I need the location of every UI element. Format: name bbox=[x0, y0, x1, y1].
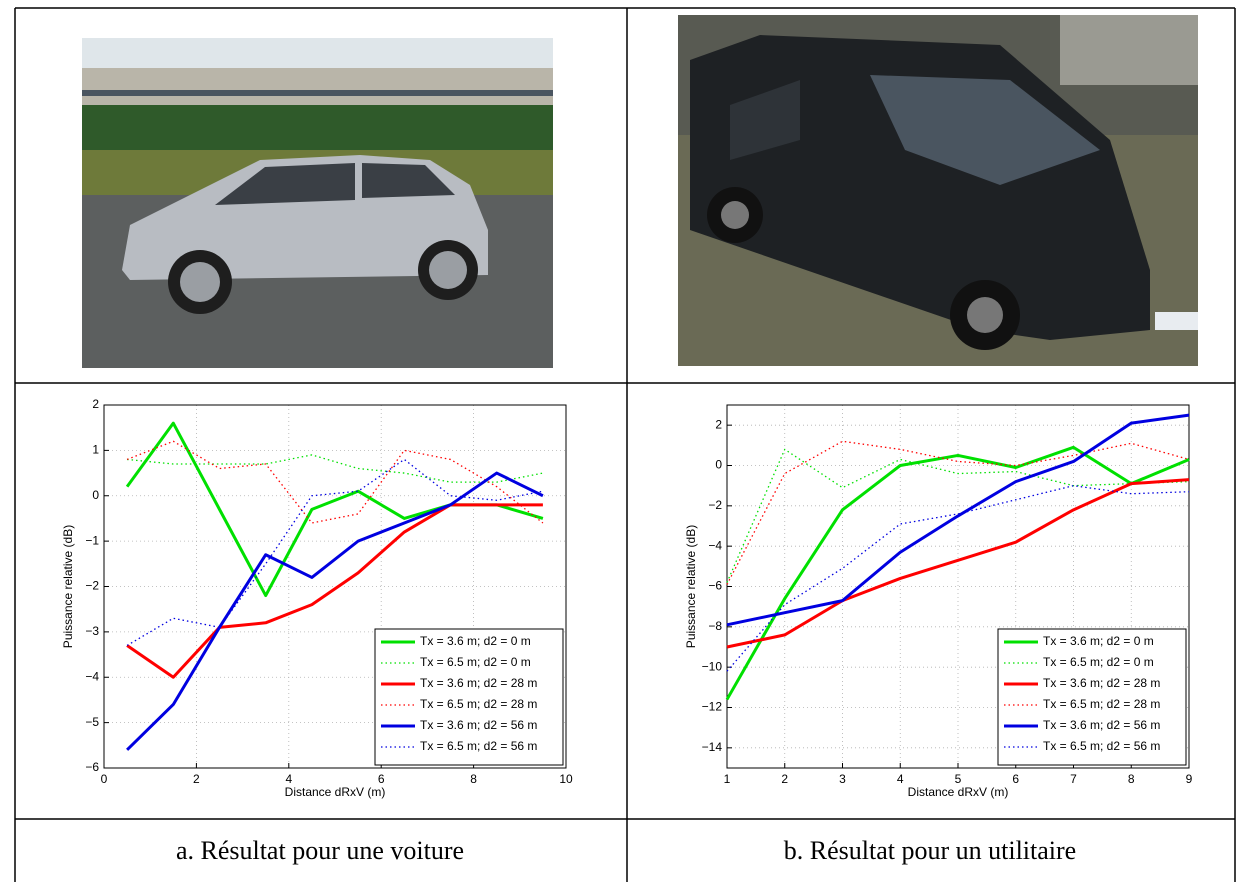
x-tick-label: 2 bbox=[193, 772, 200, 786]
y-tick-label: −14 bbox=[702, 740, 723, 754]
y-tick-label: 1 bbox=[92, 443, 99, 457]
x-tick-label: 7 bbox=[1070, 772, 1077, 786]
series-line bbox=[726, 440, 1190, 585]
caption: b. Résultat pour un utilitaire bbox=[784, 836, 1076, 865]
x-tick-label: 9 bbox=[1186, 772, 1193, 786]
y-tick-label: −4 bbox=[708, 538, 722, 552]
x-tick-label: 0 bbox=[101, 772, 108, 786]
legend-label: Tx = 3.6 m; d2 = 56 m bbox=[420, 718, 537, 732]
x-tick-label: 2 bbox=[781, 772, 788, 786]
y-tick-label: −6 bbox=[85, 760, 99, 774]
series-line bbox=[125, 421, 544, 598]
x-tick-label: 4 bbox=[285, 772, 292, 786]
legend-label: Tx = 3.6 m; d2 = 28 m bbox=[1043, 676, 1160, 690]
y-tick-label: −5 bbox=[85, 715, 99, 729]
y-axis-label: Puissance relative (dB) bbox=[61, 525, 75, 648]
legend-label: Tx = 6.5 m; d2 = 56 m bbox=[420, 739, 537, 753]
series-line bbox=[126, 440, 544, 524]
legend-label: Tx = 3.6 m; d2 = 0 m bbox=[1043, 634, 1154, 648]
legend-label: Tx = 3.6 m; d2 = 0 m bbox=[420, 634, 531, 648]
x-axis-label: Distance dRxV (m) bbox=[908, 785, 1009, 799]
x-axis-label: Distance dRxV (m) bbox=[285, 785, 386, 799]
series-line bbox=[126, 471, 544, 751]
x-tick-label: 4 bbox=[897, 772, 904, 786]
y-tick-label: −12 bbox=[702, 700, 723, 714]
series-line bbox=[726, 485, 1190, 672]
y-tick-label: −2 bbox=[708, 498, 722, 512]
y-tick-label: −10 bbox=[702, 659, 723, 673]
series-line bbox=[126, 503, 543, 679]
x-tick-label: 6 bbox=[1012, 772, 1019, 786]
series-line bbox=[127, 454, 544, 483]
legend-label: Tx = 6.5 m; d2 = 28 m bbox=[1043, 697, 1160, 711]
plot-frame bbox=[726, 404, 1190, 769]
x-tick-label: 8 bbox=[1128, 772, 1135, 786]
x-tick-label: 8 bbox=[470, 772, 477, 786]
y-tick-label: −1 bbox=[85, 533, 99, 547]
x-tick-label: 5 bbox=[955, 772, 962, 786]
x-tick-label: 10 bbox=[559, 772, 573, 786]
series-line bbox=[126, 458, 544, 647]
photo-van bbox=[678, 15, 1198, 366]
y-axis-label: Puissance relative (dB) bbox=[684, 525, 698, 648]
y-tick-label: −6 bbox=[708, 579, 722, 593]
legend-label: Tx = 3.6 m; d2 = 56 m bbox=[1043, 718, 1160, 732]
y-tick-label: 2 bbox=[92, 397, 99, 411]
legend-label: Tx = 6.5 m; d2 = 28 m bbox=[420, 697, 537, 711]
y-tick-label: 2 bbox=[715, 417, 722, 431]
x-tick-label: 3 bbox=[839, 772, 846, 786]
series-line bbox=[725, 445, 1190, 701]
x-tick-label: 1 bbox=[724, 772, 731, 786]
legend-label: Tx = 3.6 m; d2 = 28 m bbox=[420, 676, 537, 690]
y-tick-label: 0 bbox=[715, 458, 722, 472]
y-tick-label: −8 bbox=[708, 619, 722, 633]
y-tick-label: −3 bbox=[85, 624, 99, 638]
series-line bbox=[726, 478, 1190, 649]
y-tick-label: 0 bbox=[92, 488, 99, 502]
series-line bbox=[726, 448, 1190, 583]
legend-label: Tx = 6.5 m; d2 = 0 m bbox=[420, 655, 531, 669]
x-tick-label: 6 bbox=[378, 772, 385, 786]
caption: a. Résultat pour une voiture bbox=[176, 836, 464, 865]
legend-box bbox=[997, 628, 1187, 766]
plot-frame bbox=[103, 404, 567, 769]
legend-box bbox=[374, 628, 564, 766]
y-tick-label: −4 bbox=[85, 669, 99, 683]
photo-car bbox=[82, 38, 553, 368]
legend-label: Tx = 6.5 m; d2 = 56 m bbox=[1043, 739, 1160, 753]
y-tick-label: −2 bbox=[85, 579, 99, 593]
series-line bbox=[726, 413, 1190, 627]
legend-label: Tx = 6.5 m; d2 = 0 m bbox=[1043, 655, 1154, 669]
table-frame bbox=[14, 7, 1236, 882]
